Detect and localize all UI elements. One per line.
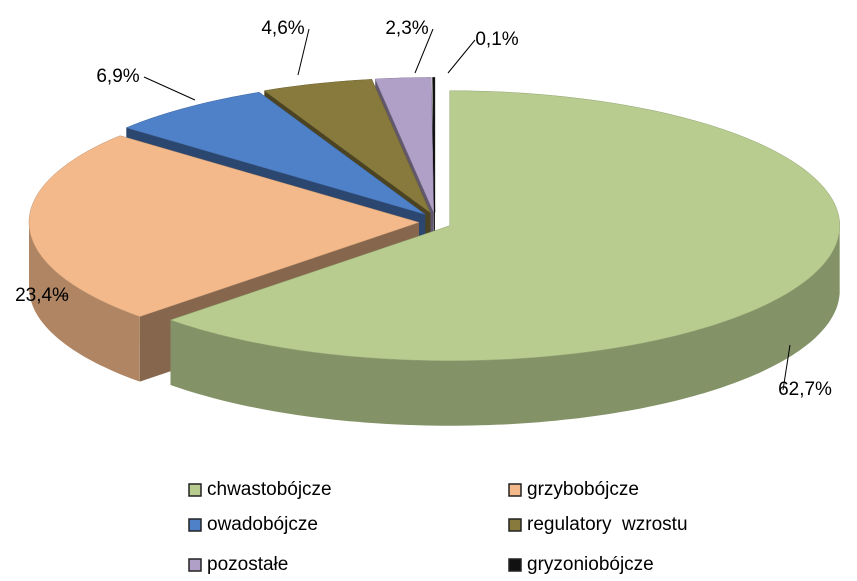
slice-top: [28, 135, 420, 317]
slice-top: [432, 77, 436, 213]
slice-side: [432, 77, 435, 278]
slice-top: [263, 79, 431, 214]
slice: [432, 77, 436, 278]
leader-line: [414, 28, 434, 74]
legend-swatch: [508, 483, 522, 497]
data-label: 4,6%: [261, 18, 304, 39]
legend-label: pozostałe: [207, 554, 288, 575]
slice-top: [374, 77, 434, 213]
legend-label: regulatory wzrostu: [527, 514, 688, 535]
slice-top: [125, 91, 426, 215]
legend-swatch: [188, 558, 202, 572]
legend-swatch: [508, 558, 522, 572]
legend-label: gryzoniobójcze: [527, 554, 654, 575]
legend-swatch: [188, 483, 202, 497]
data-label: 6,9%: [96, 66, 139, 87]
slice-wall: [170, 225, 840, 426]
leader-line: [143, 76, 196, 101]
slice-wall: [29, 222, 140, 382]
legend-label: chwastobójcze: [207, 479, 332, 500]
legend-label: grzybobójcze: [527, 479, 639, 500]
legend-swatch: [188, 518, 202, 532]
leader-line: [297, 28, 310, 76]
legend-swatch: [508, 518, 522, 532]
legend-label: owadobójcze: [207, 514, 318, 535]
slice: [169, 90, 840, 426]
data-label: 23,4%: [15, 285, 69, 306]
data-label: 62,7%: [778, 379, 832, 400]
slice-top: [169, 90, 840, 361]
data-label: 0,1%: [475, 29, 518, 50]
data-label: 2,3%: [385, 18, 428, 39]
leader-line: [447, 39, 476, 74]
leader-line: [782, 344, 791, 391]
